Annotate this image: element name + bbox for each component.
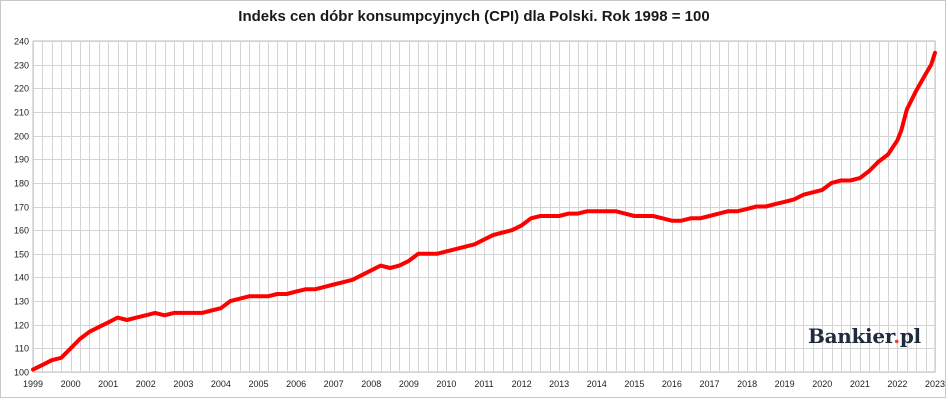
x-tick-label: 2006 (286, 379, 306, 389)
x-tick-label: 2019 (775, 379, 795, 389)
y-axis-ticks: 100 110 120 130 140 150 160 170 180 190 200 210 220 2… (14, 37, 29, 378)
y-tick-label: 220 (14, 84, 29, 94)
x-tick-label: 2011 (474, 379, 493, 389)
x-tick-label: 2023 (925, 379, 945, 389)
x-tick-label: 2009 (399, 379, 419, 389)
y-tick-label: 170 (14, 203, 29, 213)
grid-lines (32, 40, 936, 373)
y-tick-label: 140 (14, 273, 29, 283)
logo-suffix: pl (899, 324, 921, 348)
y-tick-label: 230 (14, 61, 29, 71)
x-axis-ticks: 1999 2000 2001 2002 2003 2004 2005 2006 2007 2008… (23, 379, 945, 389)
x-tick-label: 1999 (23, 379, 43, 389)
cpi-series-line (31, 50, 937, 372)
x-tick-label: 2016 (662, 379, 682, 389)
x-tick-label: 2012 (512, 379, 532, 389)
x-tick-label: 2001 (98, 379, 118, 389)
x-tick-label: 2005 (248, 379, 268, 389)
x-tick-label: 2007 (324, 379, 344, 389)
x-tick-label: 2022 (887, 379, 907, 389)
x-tick-label: 2003 (173, 379, 193, 389)
x-tick-label: 2014 (587, 379, 607, 389)
bankier-logo: Bankier.pl (808, 324, 921, 348)
x-tick-label: 2000 (61, 379, 81, 389)
chart-title: Indeks cen dóbr konsumpcyjnych (CPI) dla… (238, 8, 710, 25)
x-tick-label: 2020 (812, 379, 832, 389)
series-layer (31, 50, 937, 372)
x-tick-label: 2004 (211, 379, 231, 389)
x-tick-label: 2008 (361, 379, 381, 389)
x-tick-label: 2002 (136, 379, 156, 389)
y-tick-label: 180 (14, 179, 29, 189)
y-tick-label: 200 (14, 132, 29, 142)
x-tick-label: 2017 (699, 379, 719, 389)
x-tick-label: 2015 (624, 379, 644, 389)
y-tick-label: 120 (14, 321, 29, 331)
x-tick-label: 2018 (737, 379, 757, 389)
logo-dot: . (893, 324, 900, 348)
x-tick-label: 2010 (436, 379, 456, 389)
y-tick-label: 240 (14, 37, 29, 47)
y-tick-label: 160 (14, 226, 29, 236)
y-tick-label: 100 (14, 368, 29, 378)
y-tick-label: 210 (14, 108, 29, 118)
y-tick-label: 150 (14, 250, 29, 260)
x-tick-label: 2013 (549, 379, 569, 389)
y-tick-label: 110 (15, 344, 29, 354)
logo-brand: Bankier (808, 324, 894, 348)
y-tick-label: 130 (14, 297, 29, 307)
x-tick-label: 2021 (850, 379, 870, 389)
y-tick-label: 190 (14, 155, 29, 165)
